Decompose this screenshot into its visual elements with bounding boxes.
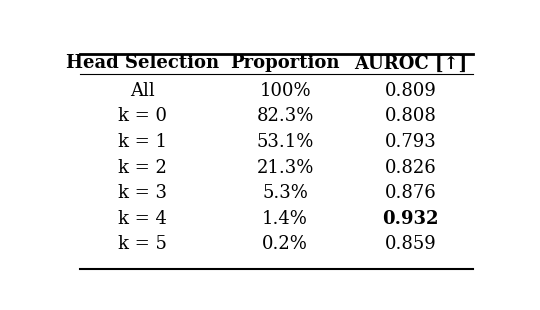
Text: k = 5: k = 5	[118, 235, 167, 253]
Text: 0.2%: 0.2%	[262, 235, 308, 253]
Text: 53.1%: 53.1%	[256, 133, 314, 151]
Text: 0.826: 0.826	[385, 158, 436, 176]
Text: 82.3%: 82.3%	[256, 108, 314, 126]
Text: k = 2: k = 2	[118, 158, 167, 176]
Text: 0.809: 0.809	[384, 82, 437, 100]
Text: 0.793: 0.793	[385, 133, 436, 151]
Text: 21.3%: 21.3%	[256, 158, 314, 176]
Text: k = 4: k = 4	[118, 210, 167, 228]
Text: k = 3: k = 3	[118, 184, 167, 202]
Text: 0.859: 0.859	[385, 235, 436, 253]
Text: All: All	[131, 82, 155, 100]
Text: Proportion: Proportion	[231, 55, 340, 73]
Text: k = 0: k = 0	[118, 108, 167, 126]
Text: k = 1: k = 1	[118, 133, 167, 151]
Text: 1.4%: 1.4%	[262, 210, 308, 228]
Text: 0.932: 0.932	[382, 210, 439, 228]
Text: 0.808: 0.808	[384, 108, 437, 126]
Text: 5.3%: 5.3%	[262, 184, 308, 202]
Text: AUROC [↑]: AUROC [↑]	[354, 55, 467, 73]
Text: Head Selection: Head Selection	[66, 55, 219, 73]
Text: 0.876: 0.876	[385, 184, 436, 202]
Text: 100%: 100%	[259, 82, 311, 100]
